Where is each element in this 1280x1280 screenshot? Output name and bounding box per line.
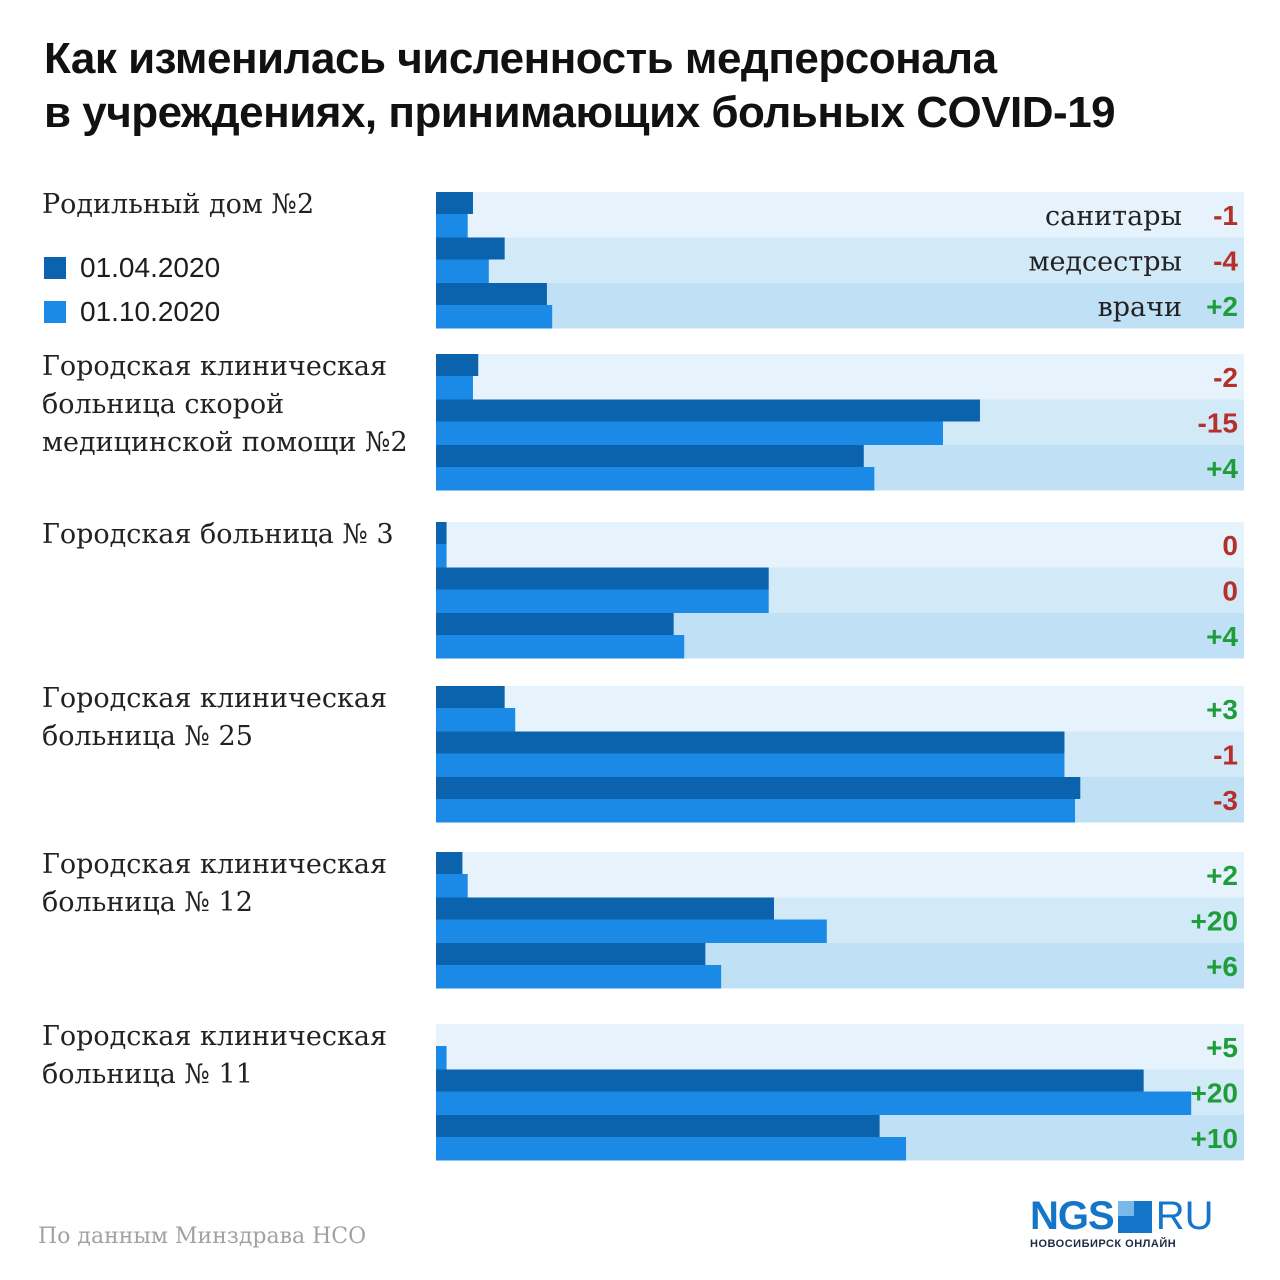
row-band — [436, 852, 1244, 898]
legend-swatch-october — [44, 301, 66, 323]
title-line-1: Как изменилась численность медперсонала — [44, 34, 997, 83]
delta-label: +20 — [1191, 905, 1239, 936]
delta-label: -4 — [1213, 245, 1238, 276]
chart-title: Как изменилась численность медперсонала … — [44, 32, 1264, 140]
bar-april — [436, 777, 1081, 799]
delta-label: -2 — [1213, 362, 1238, 393]
bar-october — [436, 421, 943, 445]
bar-october — [436, 376, 473, 400]
row-band — [436, 686, 1244, 732]
bar-october — [436, 544, 447, 568]
bar-october — [436, 305, 553, 329]
group-label-clinical-12: Городская клиническая больница № 12 — [42, 849, 387, 918]
bar-october — [436, 753, 1065, 777]
delta-label: -1 — [1213, 200, 1238, 231]
bar-october — [436, 919, 827, 943]
group-label-clinical-25: Городская клиническая больница № 25 — [42, 683, 387, 752]
title-line-2: в учреждениях, принимающих больных COVID… — [44, 88, 1116, 137]
legend: 01.04.2020 01.10.2020 — [44, 246, 220, 334]
bar-april — [436, 283, 547, 305]
category-label: санитары — [1045, 201, 1182, 232]
logo-subtitle: НОВОСИБИРСК ОНЛАЙН — [1030, 1238, 1177, 1250]
delta-label: +5 — [1206, 1032, 1238, 1063]
legend-label-april: 01.04.2020 — [80, 252, 221, 283]
group-label-hospital-3: Городская больница № 3 — [42, 519, 394, 550]
bar-october — [436, 799, 1076, 823]
delta-label: +4 — [1206, 621, 1238, 652]
bar-april — [436, 237, 505, 260]
delta-label: +6 — [1206, 951, 1238, 982]
bar-april — [436, 522, 447, 544]
row-band — [436, 283, 1244, 329]
bar-october — [436, 259, 489, 283]
bar-october — [436, 589, 769, 613]
legend-label-october: 01.10.2020 — [80, 296, 221, 327]
row-band — [436, 1024, 1244, 1070]
bar-april — [436, 613, 674, 635]
bar-april — [436, 943, 706, 965]
row-band — [436, 192, 1244, 238]
bar-april — [436, 445, 864, 467]
bar-october — [436, 467, 875, 491]
bar-april — [436, 852, 463, 874]
category-label: врачи — [1098, 292, 1182, 323]
delta-label: +2 — [1206, 291, 1238, 322]
bar-april — [436, 567, 769, 590]
category-label: медсестры — [1028, 246, 1182, 277]
bar-october — [436, 1046, 447, 1070]
group-label-clinical-11: Городская клиническая больница № 11 — [42, 1021, 387, 1090]
delta-label: +4 — [1206, 453, 1238, 484]
bar-october — [436, 874, 468, 898]
row-band — [436, 354, 1244, 400]
bar-october — [436, 1137, 907, 1161]
delta-label: +10 — [1191, 1123, 1239, 1154]
bar-april — [436, 1115, 880, 1137]
delta-label: +20 — [1191, 1077, 1239, 1108]
bar-april — [436, 1069, 1144, 1092]
bar-april — [436, 399, 980, 422]
delta-label: -1 — [1213, 739, 1238, 770]
delta-label: -3 — [1213, 785, 1238, 816]
bar-october — [436, 635, 685, 659]
bar-april — [436, 897, 774, 920]
bar-april — [436, 686, 505, 708]
bar-april — [436, 731, 1065, 754]
legend-item-october: 01.10.2020 — [44, 290, 220, 334]
row-band — [436, 522, 1244, 568]
bar-october — [436, 708, 516, 732]
logo-ngs-text: NGS — [1030, 1194, 1115, 1238]
delta-label: 0 — [1222, 575, 1238, 606]
delta-label: 0 — [1222, 530, 1238, 561]
bar-october — [436, 965, 722, 989]
bar-april — [436, 354, 479, 376]
source-note: По данным Минздрава НСО — [38, 1224, 367, 1249]
bar-april — [436, 192, 473, 214]
bar-october — [436, 214, 468, 238]
delta-label: +3 — [1206, 694, 1238, 725]
legend-item-april: 01.04.2020 — [44, 246, 220, 290]
ngs-logo: NGS RU НОВОСИБИРСК ОНЛАЙН — [1030, 1196, 1246, 1252]
delta-label: -15 — [1198, 407, 1238, 438]
logo-ru-text: RU — [1155, 1194, 1214, 1238]
delta-label: +2 — [1206, 860, 1238, 891]
group-label-emergency-2: Городская клиническая больница скорой ме… — [42, 351, 408, 458]
group-label-maternity-2: Родильный дом №2 — [42, 189, 315, 220]
legend-swatch-april — [44, 257, 66, 279]
row-band — [436, 237, 1244, 283]
bar-october — [436, 1091, 1192, 1115]
logo-square-icon — [1117, 1200, 1152, 1233]
